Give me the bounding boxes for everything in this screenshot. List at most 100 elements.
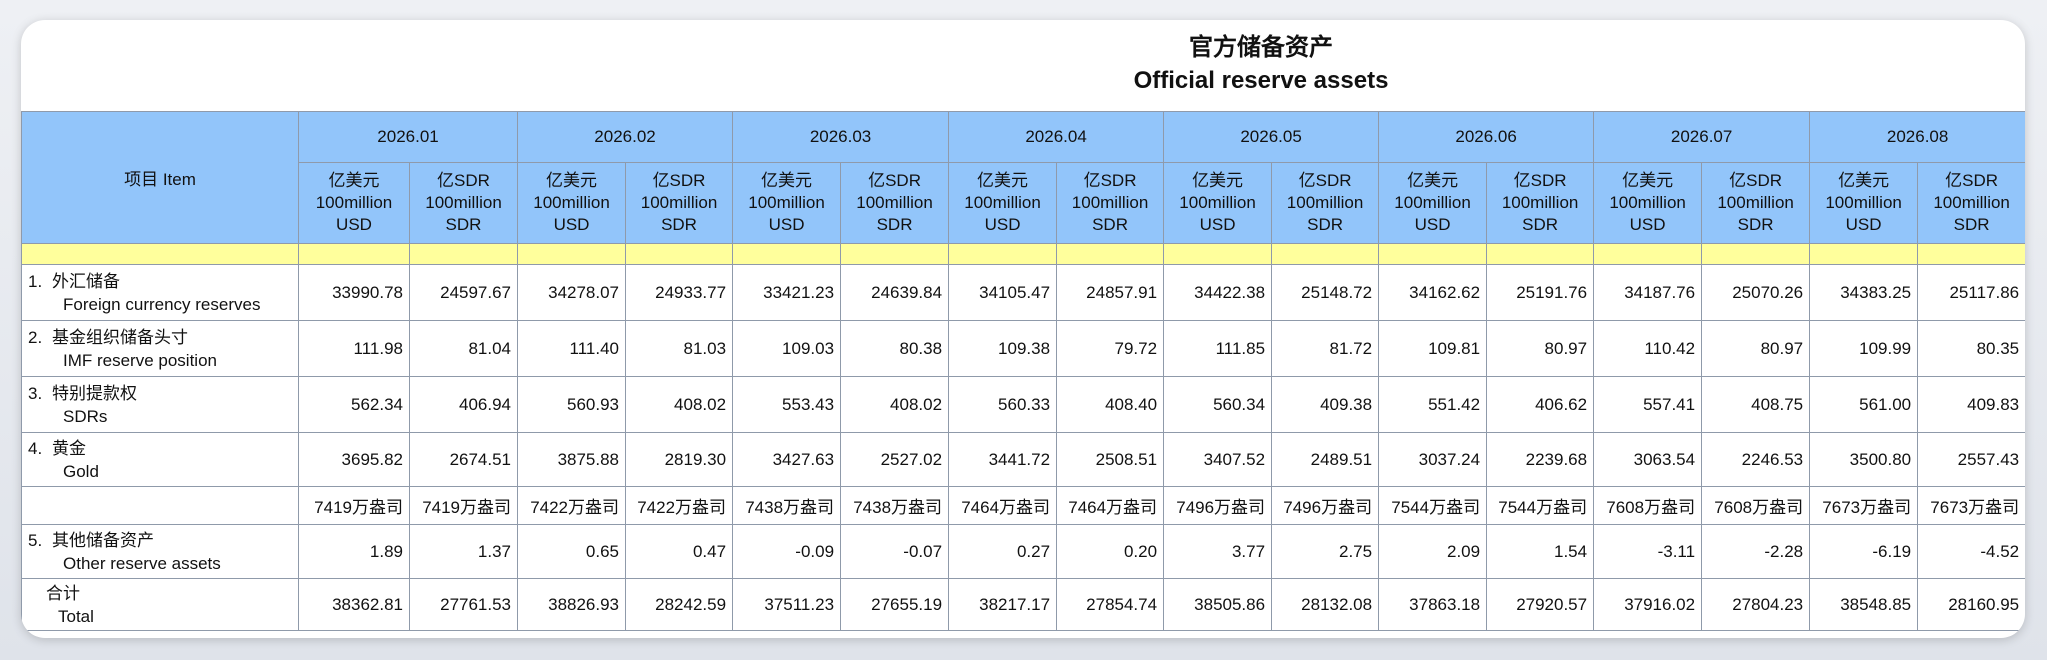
value-cell: 34187.76 [1593,264,1703,321]
unit-header-sdr: 亿SDR 100million SDR [1917,162,2025,244]
value-cell: 25148.72 [1271,264,1380,321]
month-header: 2026.08 [1809,111,2025,163]
value-cell: 34105.47 [948,264,1058,321]
reserve-table: 项目 Item 2026.01 2026.02 2026.03 2026.04 2026… [21,111,2025,631]
value-cell: 408.02 [840,376,950,433]
value-cell: 7438万盎司 [840,486,950,525]
unit-label: SDR [1953,215,1990,234]
value-cell: 7673万盎司 [1917,486,2025,525]
unit-label: SDR [1307,215,1344,234]
row-name-zh: 合计 [46,583,80,603]
unit-label: USD [768,215,805,234]
unit-label: USD [1414,215,1451,234]
value-cell: 34162.62 [1378,264,1488,321]
unit-header-sdr: 亿SDR 100million SDR [1056,162,1165,244]
unit-label: 100million [1286,193,1364,212]
value-cell: 3875.88 [517,432,627,487]
unit-header-sdr: 亿SDR 100million SDR [408,162,519,244]
value-cell: 551.42 [1378,376,1488,433]
unit-header-row: 亿美元 100million USD 亿SDR 100million SDR 亿美元 100m… [21,162,2025,244]
row-label: 3. 特别提款权 SDRs [21,376,299,433]
unit-label: 亿美元 [977,171,1029,190]
row-number: 3. [28,383,43,403]
unit-label: 亿SDR [868,171,921,190]
row-name-en: Total [58,606,94,626]
value-cell: 27655.19 [840,578,950,631]
unit-header-sdr: 亿SDR 100million SDR [1486,162,1595,244]
value-cell: 408.02 [625,376,734,433]
month-header: 2026.07 [1593,111,1811,163]
value-cell: 7422万盎司 [517,486,627,525]
value-cell: 109.38 [948,320,1058,377]
value-cell: 408.75 [1701,376,1811,433]
value-cell: 7419万盎司 [298,486,410,525]
title-english: Official reserve assets [1133,67,1389,94]
value-cell: 409.38 [1271,376,1380,433]
month-header: 2026.03 [732,111,950,163]
unit-label: SDR [1092,215,1128,234]
unit-label: 亿SDR [652,171,706,190]
value-cell: 7464万盎司 [1056,486,1165,525]
row-label: 合计 Total [21,578,299,631]
unit-label: 100million [856,193,933,212]
value-cell: 406.94 [408,376,519,433]
unit-label: 100million [640,193,718,212]
unit-header-usd: 亿美元 100million USD [517,162,627,244]
unit-label: SDR [445,215,482,234]
row-label: 2. 基金组织储备头寸 IMF reserve position [21,320,299,377]
value-cell: 2674.51 [408,432,519,487]
value-cell: 109.03 [732,320,842,377]
value-cell: 28160.95 [1917,578,2025,631]
separator-cell [625,243,734,265]
unit-header-usd: 亿美元 100million USD [732,162,842,244]
value-cell: 33990.78 [298,264,410,321]
unit-label: USD [984,215,1021,234]
month-header: 2026.04 [948,111,1165,163]
value-cell: 37916.02 [1593,578,1703,631]
value-cell: 560.93 [517,376,627,433]
value-cell: 34422.38 [1163,264,1273,321]
row-name-en: Gold [63,461,99,481]
value-cell: 553.43 [732,376,842,433]
value-cell: 7673万盎司 [1809,486,1919,525]
value-cell: 3695.82 [298,432,410,487]
month-header: 2026.06 [1378,111,1595,163]
value-cell: 3063.54 [1593,432,1703,487]
value-cell: 25191.76 [1486,264,1595,321]
row-label-zh: 5. 其他储备资产 [28,529,298,552]
value-cell: 1.37 [408,524,519,579]
row-number: 5. [28,530,43,550]
value-cell: 33421.23 [732,264,842,321]
value-cell: 37863.18 [1378,578,1488,631]
unit-label: 100million [1501,193,1579,212]
value-cell: 1.89 [298,524,410,579]
value-cell: 0.27 [948,524,1058,579]
value-cell: 7464万盎司 [948,486,1058,525]
value-cell: 7544万盎司 [1378,486,1488,525]
unit-label: 100million [964,193,1041,212]
value-cell: 111.98 [298,320,410,377]
unit-label: 100million [1933,193,2010,212]
value-cell: 7422万盎司 [625,486,734,525]
unit-label: 亿SDR [1729,171,1783,190]
unit-label: 亿美元 [1407,171,1459,190]
value-cell: 7419万盎司 [408,486,519,525]
value-cell: 34278.07 [517,264,627,321]
unit-label: USD [336,215,372,234]
value-cell: 2246.53 [1701,432,1811,487]
value-cell: 38362.81 [298,578,410,631]
separator-cell [517,243,627,265]
unit-label: 100million [1179,193,1256,212]
value-cell: 2508.51 [1056,432,1165,487]
value-cell: 25117.86 [1917,264,2025,321]
unit-label: 100million [315,193,393,212]
table-row: 2. 基金组织储备头寸 IMF reserve position 111.98 81.0… [21,320,2025,377]
separator-cell [298,243,410,265]
unit-header-sdr: 亿SDR 100million SDR [625,162,734,244]
value-cell: 109.81 [1378,320,1488,377]
value-cell: 7608万盎司 [1701,486,1811,525]
month-header: 2026.05 [1163,111,1380,163]
separator-cell [732,243,842,265]
unit-header-usd: 亿美元 100million USD [948,162,1058,244]
value-cell: 38217.17 [948,578,1058,631]
